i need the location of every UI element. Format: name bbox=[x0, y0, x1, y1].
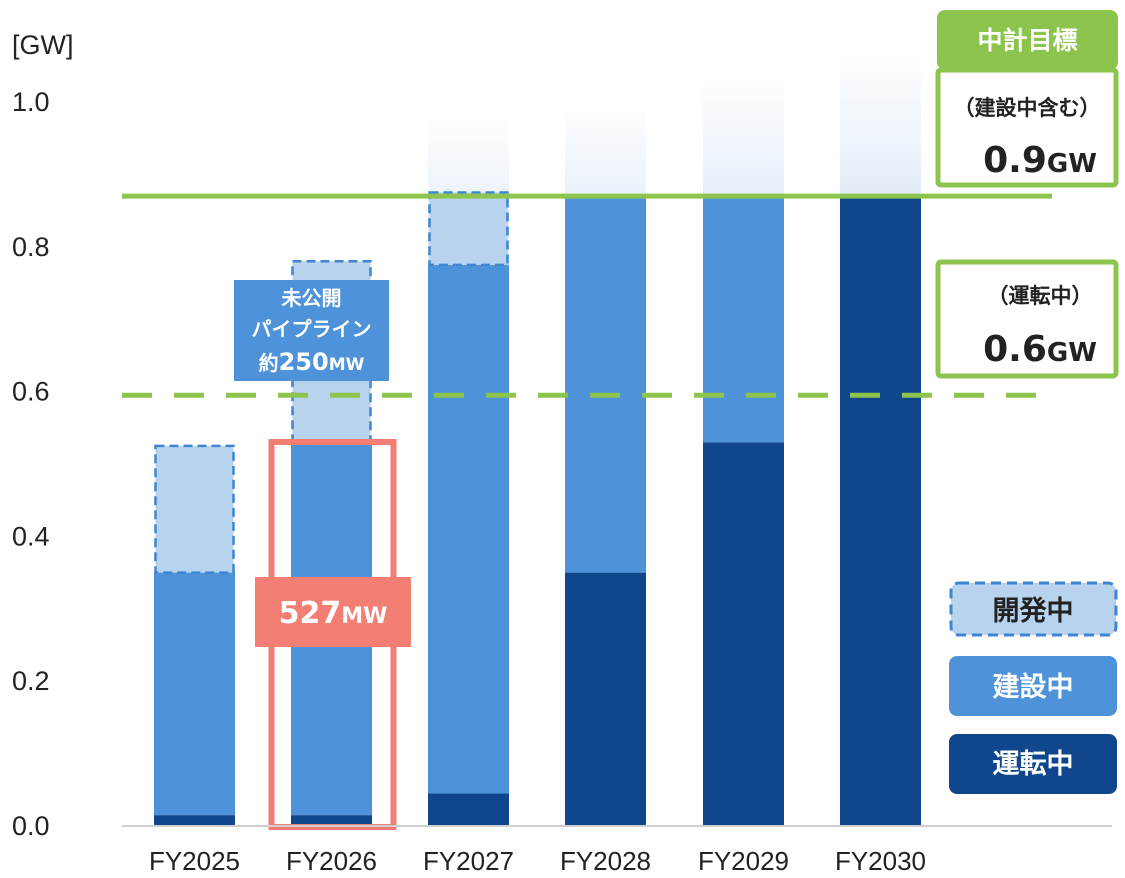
legend: 開発中 建設中 運転中 bbox=[949, 581, 1118, 794]
y-tick-label: 0.6 bbox=[12, 377, 50, 407]
y-axis-unit: [GW] bbox=[12, 30, 74, 60]
target-box-incl-construction bbox=[935, 67, 1119, 188]
legend-label-developing: 開発中 bbox=[993, 596, 1074, 627]
bar-segment bbox=[291, 815, 372, 826]
x-tick-label: FY2027 bbox=[423, 846, 514, 876]
pipeline-label-line: 未公開 bbox=[282, 286, 342, 310]
bar-segment bbox=[840, 196, 921, 826]
bars-layer bbox=[154, 191, 921, 826]
bar-segment bbox=[428, 264, 509, 794]
reference-lines bbox=[122, 193, 1052, 398]
pipeline-label-line: パイプライン bbox=[252, 317, 372, 341]
legend-item-construction bbox=[949, 656, 1117, 716]
legend-label-construction: 建設中 bbox=[993, 671, 1074, 703]
x-tick-label: FY2030 bbox=[835, 846, 926, 876]
y-tick-label: 0.4 bbox=[12, 521, 50, 551]
y-tick-label: 1.0 bbox=[12, 87, 50, 117]
x-tick-label: FY2026 bbox=[286, 846, 377, 876]
bar-segment bbox=[565, 572, 646, 826]
highlight-value: 527MW bbox=[279, 596, 388, 631]
target-box-operating bbox=[935, 259, 1119, 379]
legend-item-developing bbox=[949, 581, 1118, 637]
legend-item-operating bbox=[949, 734, 1117, 794]
x-tick-label: FY2028 bbox=[560, 846, 651, 876]
pipeline-label-value: 約250MW bbox=[259, 348, 365, 376]
target-panel-title: 中計目標 bbox=[977, 26, 1077, 55]
bar-segment bbox=[565, 196, 646, 573]
target-caption-operating: （運転中） bbox=[988, 284, 1093, 308]
bar-segment bbox=[428, 191, 509, 267]
bar-segment bbox=[428, 793, 509, 826]
highlight-box: 527MW bbox=[255, 439, 411, 830]
y-tick-label: 0.8 bbox=[12, 232, 50, 262]
highlight-tag bbox=[255, 577, 411, 647]
target-value-operating: 0.6GW bbox=[983, 329, 1097, 370]
y-tick-label: 0.0 bbox=[12, 811, 50, 841]
bar-segment bbox=[154, 444, 235, 574]
target-caption-incl-construction: （建設中含む） bbox=[954, 96, 1101, 120]
target-panel: 中計目標 （建設中含む） 0.9GW （運転中） 0.6GW bbox=[935, 10, 1119, 379]
bar-segment bbox=[154, 572, 235, 816]
y-tick-label: 0.2 bbox=[12, 666, 50, 696]
x-tick-label: FY2029 bbox=[698, 846, 789, 876]
target-panel-header bbox=[937, 10, 1118, 70]
legend-label-operating: 運転中 bbox=[993, 749, 1074, 780]
pipeline-label-box bbox=[234, 280, 389, 381]
y-axis: 0.0 0.2 0.4 0.6 0.8 1.0 bbox=[12, 87, 50, 841]
x-axis: FY2025 FY2026 FY2027 FY2028 FY2029 FY2030 bbox=[149, 846, 926, 876]
bar-segment bbox=[703, 442, 784, 826]
bar-segment bbox=[703, 196, 784, 443]
bar-segment bbox=[154, 815, 235, 826]
target-value-incl-construction: 0.9GW bbox=[983, 140, 1097, 181]
x-tick-label: FY2025 bbox=[149, 846, 240, 876]
